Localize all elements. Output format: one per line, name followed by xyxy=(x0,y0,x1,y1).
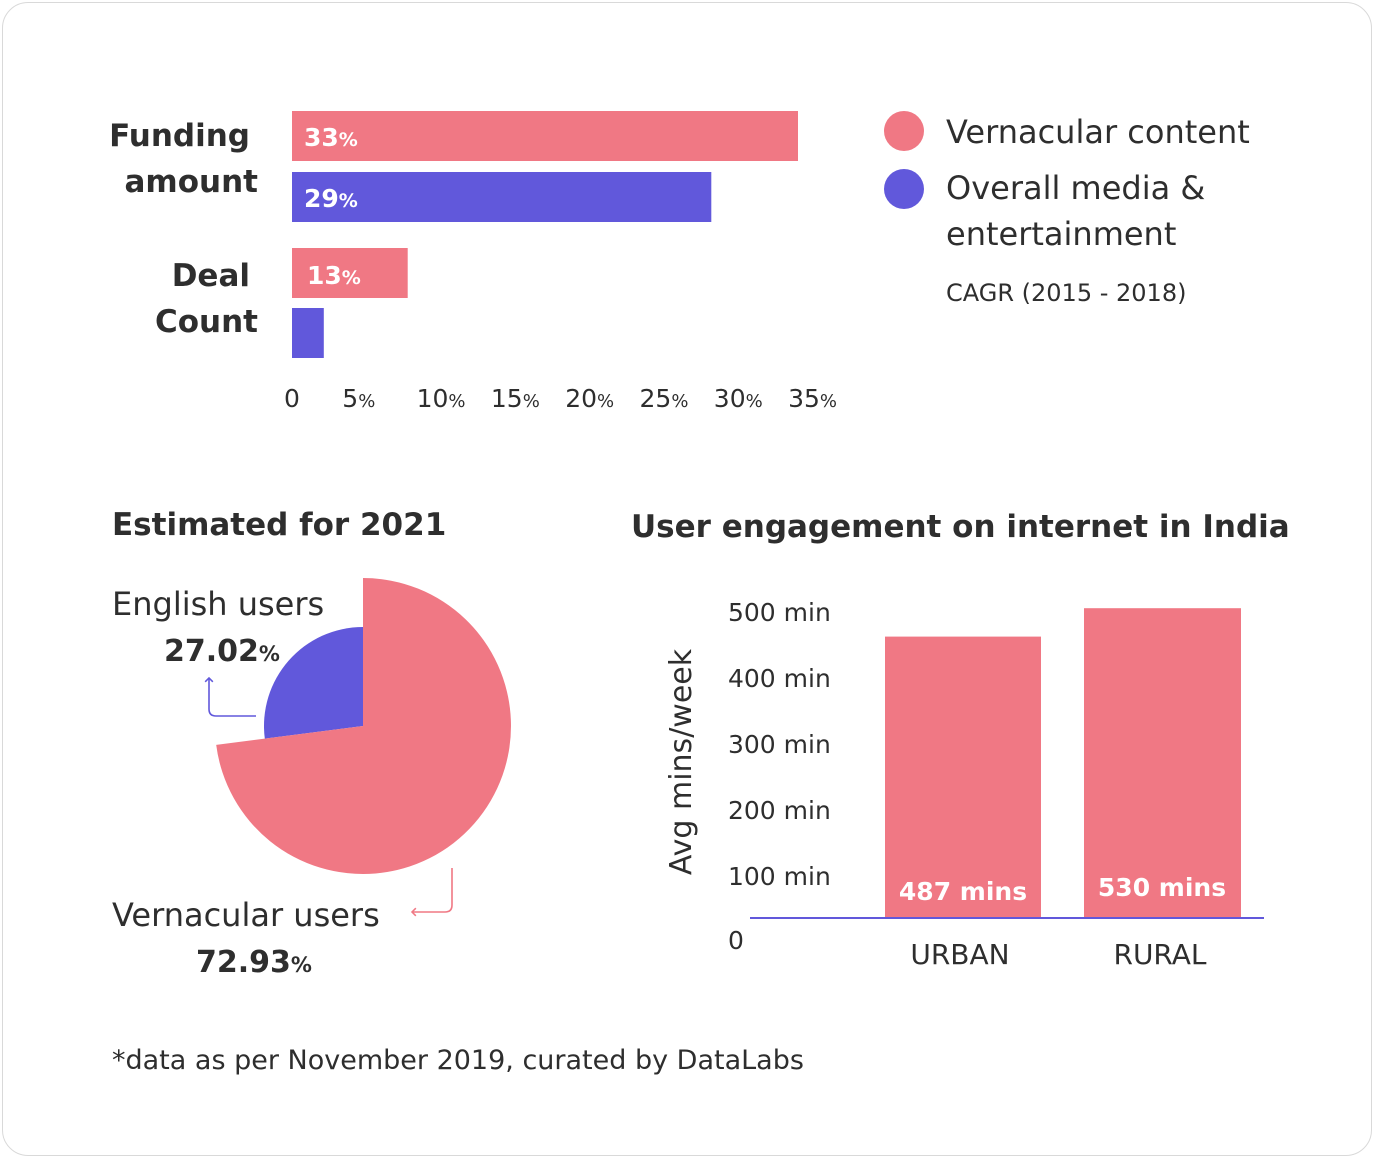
y-tick-200: 200 min xyxy=(728,796,831,825)
x-tick-25: 25% xyxy=(640,384,689,413)
x-tick-0: 0 xyxy=(284,384,300,413)
bar-funding-vernacular xyxy=(292,111,798,161)
pie-slice-vernacular xyxy=(216,578,511,874)
x-tick-rural: RURAL xyxy=(1113,938,1206,971)
legend-swatch-overall xyxy=(884,169,924,209)
cagr-bar-chart: Funding amount Deal Count 33% 29% 13% 0 5… xyxy=(109,111,837,413)
pie-label-vernacular: Vernacular users xyxy=(112,896,380,934)
engagement-bar-chart: User engagement on internet in India Avg… xyxy=(631,509,1290,971)
x-tick-urban: URBAN xyxy=(910,938,1009,971)
legend-label-overall-line2: entertainment xyxy=(946,215,1176,253)
footnote: *data as per November 2019, curated by D… xyxy=(112,1045,804,1076)
language-users-pie: Estimated for 2021 English users 27.02% … xyxy=(112,507,511,980)
pie-title: Estimated for 2021 xyxy=(112,507,446,543)
pie-value-vernacular: 72.93% xyxy=(196,945,312,980)
x-tick-10: 10% xyxy=(417,384,466,413)
bar-deal-vernacular xyxy=(292,248,408,298)
y-tick-300: 300 min xyxy=(728,730,831,759)
x-tick-20: 20% xyxy=(565,384,614,413)
x-tick-15: 15% xyxy=(491,384,540,413)
pie-slice-english xyxy=(263,627,363,739)
x-tick-35: 35% xyxy=(788,384,837,413)
bar-urban xyxy=(885,636,1041,918)
y-axis-label: Avg mins/week xyxy=(664,648,699,875)
data-label-deal-vernacular: 13% xyxy=(307,261,361,290)
pie-label-english: English users xyxy=(112,585,324,623)
legend-label-vernacular: Vernacular content xyxy=(946,113,1250,151)
x-tick-5: 5% xyxy=(342,384,375,413)
category-label-funding-line1: Funding xyxy=(109,118,250,154)
data-label-funding-vernacular: 33% xyxy=(304,123,358,152)
category-label-funding-line2: amount xyxy=(125,164,259,200)
legend: Vernacular content Overall media & enter… xyxy=(884,111,1250,307)
y-tick-100: 100 min xyxy=(728,862,831,891)
engagement-title: User engagement on internet in India xyxy=(631,509,1290,545)
x-axis-ticks: 0 5% 10% 15% 20% 25% 30% 35% xyxy=(284,384,837,413)
arrow-english xyxy=(204,676,256,717)
y-tick-500: 500 min xyxy=(728,598,831,627)
arrow-vernacular xyxy=(410,868,453,917)
data-label-funding-overall: 29% xyxy=(304,184,358,213)
data-label-urban: 487 mins xyxy=(899,877,1027,906)
pie-value-english: 27.02% xyxy=(164,634,280,669)
category-label-deal-line2: Count xyxy=(155,304,258,340)
category-label-deal-line1: Deal xyxy=(172,258,250,294)
y-tick-400: 400 min xyxy=(728,664,831,693)
x-tick-30: 30% xyxy=(714,384,763,413)
legend-label-overall-line1: Overall media & xyxy=(946,169,1205,207)
bar-funding-overall xyxy=(292,172,712,222)
data-label-rural: 530 mins xyxy=(1098,873,1226,902)
bar-deal-overall xyxy=(292,308,324,358)
y-axis-ticks: 0 100 min 200 min 300 min 400 min 500 min xyxy=(728,598,831,955)
bar-rural xyxy=(1084,608,1241,918)
legend-swatch-vernacular xyxy=(884,111,924,151)
y-tick-0: 0 xyxy=(728,926,744,955)
legend-note: CAGR (2015 - 2018) xyxy=(946,279,1186,307)
